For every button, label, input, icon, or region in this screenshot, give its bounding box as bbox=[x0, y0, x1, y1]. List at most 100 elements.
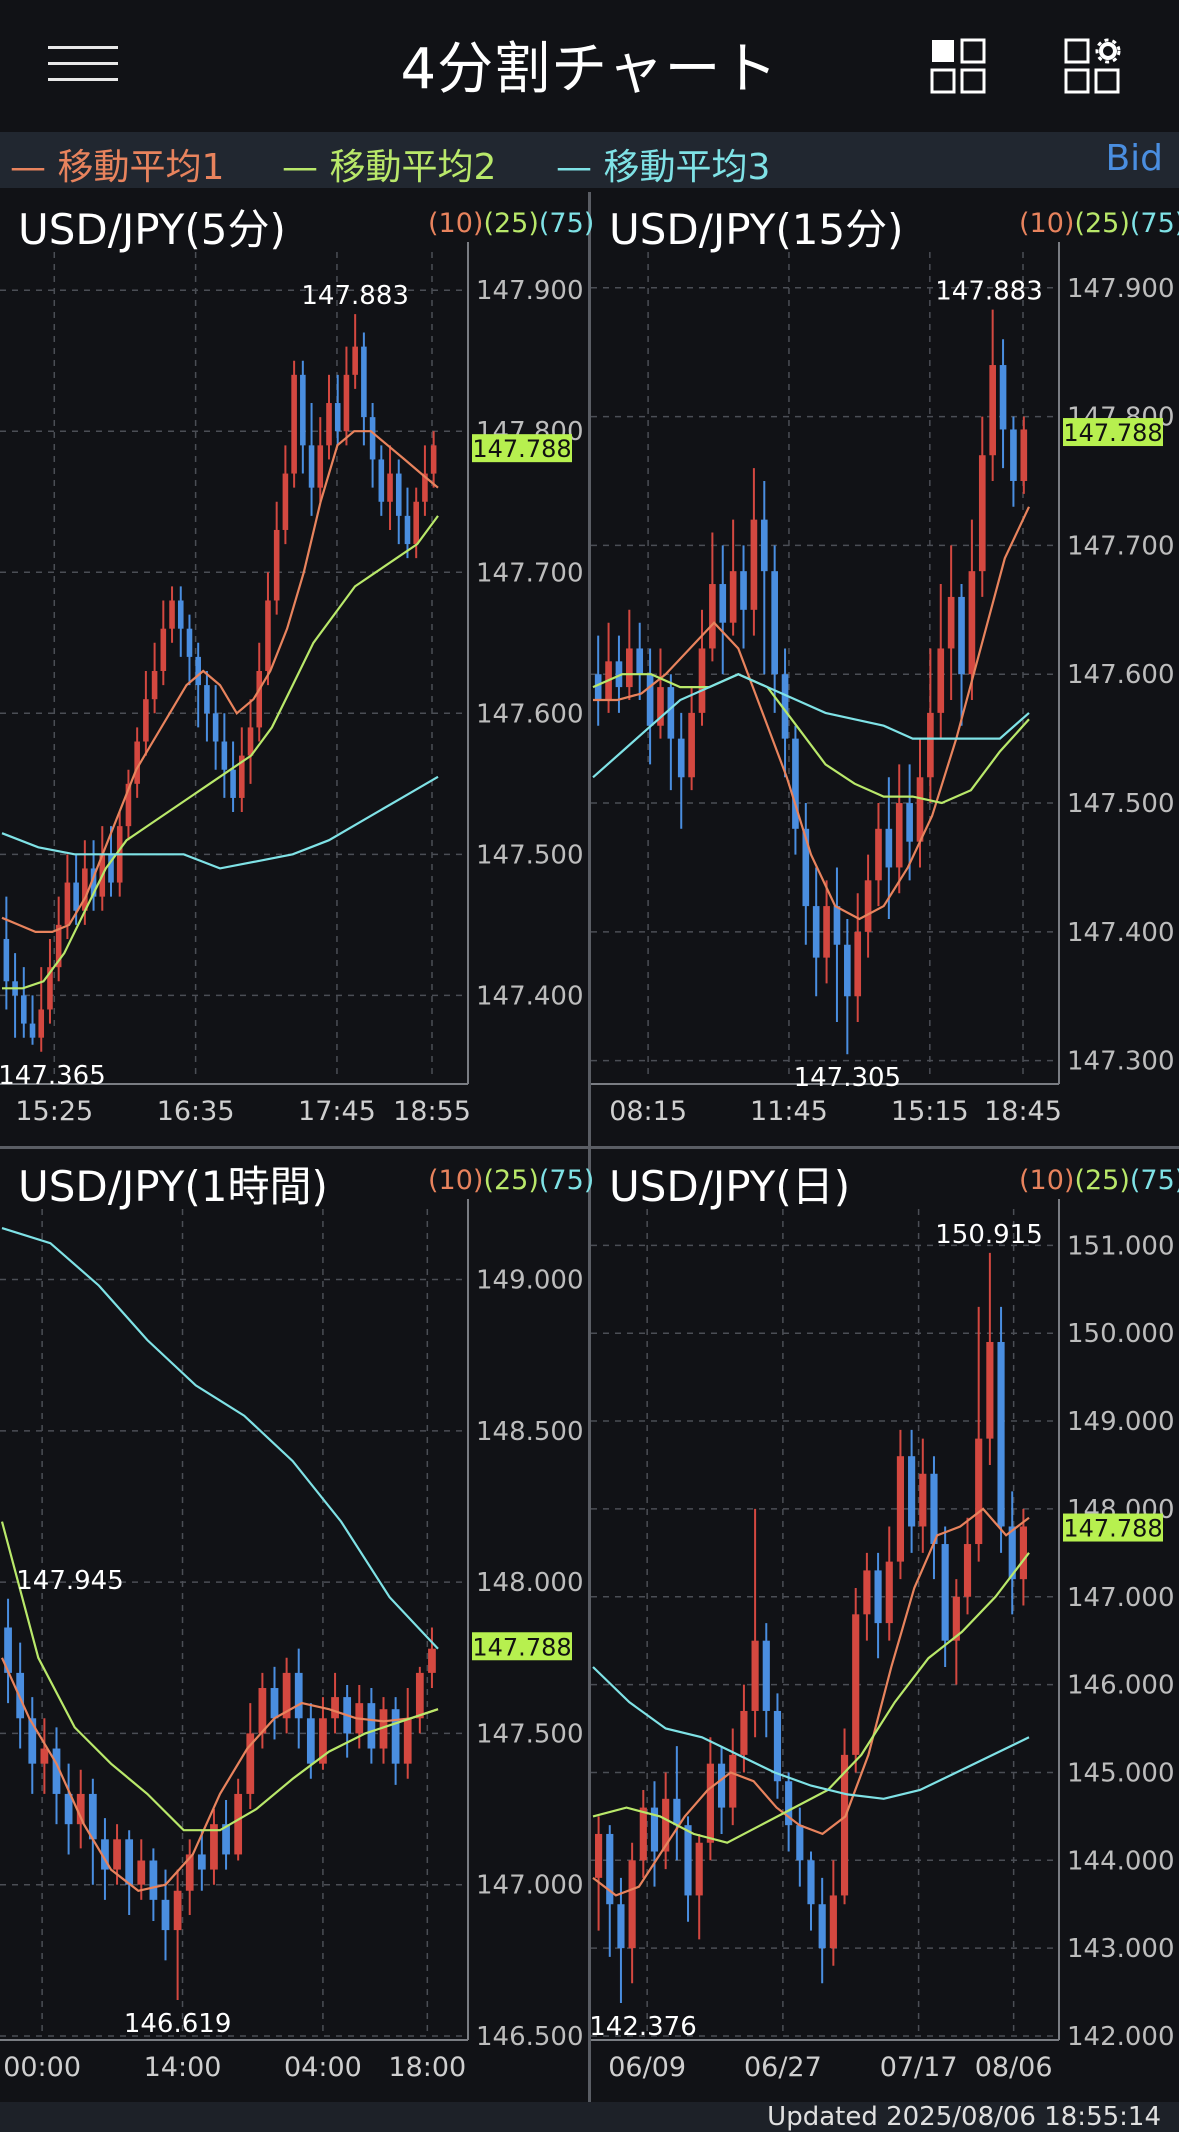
chart-5min: 147.900147.800147.700147.600147.500147.4… bbox=[0, 242, 584, 1127]
candle-body bbox=[90, 868, 97, 897]
legend-ma3: — 移動平均3 bbox=[556, 147, 771, 188]
y-tick-label: 148.500 bbox=[476, 1417, 584, 1447]
y-tick-label: 146.500 bbox=[476, 2022, 584, 2052]
legend-ma2: — 移動平均2 bbox=[282, 147, 497, 188]
moving-average-line bbox=[592, 672, 1030, 805]
x-tick-label: 15:25 bbox=[15, 1096, 93, 1127]
y-tick-label: 147.000 bbox=[1067, 1583, 1175, 1613]
candle-body bbox=[818, 1904, 826, 1949]
ma-periods: (10)(25)(75) bbox=[428, 1165, 595, 1196]
candle-body bbox=[896, 1456, 905, 1562]
candle-body bbox=[975, 1438, 983, 1545]
candle-body bbox=[729, 571, 737, 623]
candle-body bbox=[916, 777, 924, 842]
candle-body bbox=[88, 1793, 97, 1840]
candle-body bbox=[840, 1754, 849, 1896]
candle-body bbox=[185, 1854, 194, 1891]
candle-body bbox=[1008, 1526, 1016, 1580]
candle-body bbox=[379, 1709, 388, 1749]
candle-body bbox=[319, 1718, 327, 1764]
candle-body bbox=[270, 1688, 279, 1719]
candle-body bbox=[64, 1793, 73, 1825]
x-tick-label: 06/27 bbox=[744, 2052, 822, 2083]
x-tick-label: 08/06 bbox=[975, 2052, 1053, 2083]
candle-body bbox=[750, 519, 758, 610]
chart-daily: 151.000150.000149.000148.000147.000146.0… bbox=[591, 1199, 1175, 2083]
candle-body bbox=[852, 1614, 860, 1755]
candle-body bbox=[762, 1640, 770, 1711]
candle-body bbox=[210, 1824, 218, 1870]
candle-body bbox=[21, 995, 27, 1024]
candle-body bbox=[740, 1710, 748, 1755]
x-tick-label: 11:45 bbox=[750, 1096, 828, 1127]
candle-body bbox=[306, 1718, 315, 1764]
chart-panel-daily[interactable]: 151.000 150.000 149.000 148.000 147.000 146.0… bbox=[591, 1149, 1179, 2102]
candle-body bbox=[594, 674, 602, 700]
y-tick-label: 147.700 bbox=[476, 558, 584, 588]
ma-periods: (10)(25)(75) bbox=[1019, 208, 1179, 239]
current-price-label: 147.788 bbox=[472, 1633, 571, 1661]
candle-body bbox=[636, 648, 644, 675]
chart-title: USD/JPY(1時間) bbox=[18, 1162, 328, 1211]
chart-panel-1hour[interactable]: 149.000 148.500 148.000 147.500 147.000 146.5… bbox=[0, 1149, 594, 2102]
candle-body bbox=[160, 628, 167, 671]
candle-body bbox=[38, 1009, 45, 1038]
legend-ma1: — 移動平均1 bbox=[10, 147, 225, 188]
price-type-toggle[interactable]: Bid bbox=[1105, 138, 1163, 179]
candle-body bbox=[844, 944, 851, 997]
candle-body bbox=[367, 1703, 376, 1749]
candle-body bbox=[958, 596, 965, 675]
candle-body bbox=[908, 1456, 916, 1527]
candle-body bbox=[294, 1672, 303, 1719]
grid-layout-icon[interactable] bbox=[930, 38, 986, 94]
candle-body bbox=[823, 906, 830, 958]
low-label: 147.365 bbox=[0, 1061, 106, 1091]
candle-body bbox=[404, 515, 411, 545]
footer-bar bbox=[0, 2102, 1179, 2132]
candle-body bbox=[863, 1570, 871, 1615]
candle-body bbox=[221, 741, 228, 770]
candle-body bbox=[751, 1640, 759, 1711]
current-price-box bbox=[1063, 1513, 1163, 1542]
candle-body bbox=[796, 1825, 804, 1861]
candle-body bbox=[927, 712, 934, 778]
candle-body bbox=[919, 1473, 927, 1527]
candle-body bbox=[906, 803, 913, 842]
ma-periods: (10)(25)(75) bbox=[1019, 1165, 1179, 1196]
y-tick-label: 148.000 bbox=[476, 1568, 584, 1598]
updated-timestamp: Updated 2025/08/06 18:55:14 bbox=[767, 2102, 1161, 2132]
low-label: 142.376 bbox=[591, 2012, 697, 2042]
chart-panel-15min[interactable]: 147.900 147.800 147.700 147.600 147.500 147.4… bbox=[591, 192, 1179, 1146]
moving-average-line bbox=[592, 672, 1030, 779]
x-tick-label: 07/17 bbox=[880, 2052, 958, 2083]
candle-body bbox=[149, 1860, 158, 1900]
low-label: 147.305 bbox=[794, 1063, 902, 1093]
y-tick-label: 143.000 bbox=[1067, 1934, 1175, 1964]
chart-title: USD/JPY(15分) bbox=[609, 205, 904, 254]
candle-body bbox=[885, 828, 893, 868]
candle-body bbox=[378, 459, 385, 502]
candle-body bbox=[331, 1697, 339, 1719]
candle-body bbox=[161, 1899, 170, 1931]
candle-body bbox=[3, 938, 10, 982]
candle-body bbox=[698, 648, 706, 713]
moving-average-line bbox=[1, 1227, 439, 1650]
candle-body bbox=[650, 1807, 659, 1852]
candle-body bbox=[395, 473, 402, 516]
candle-body bbox=[807, 1860, 815, 1905]
current-price-box bbox=[472, 1632, 572, 1661]
chart-panel-5min[interactable]: 147.900 147.800 147.700 147.600 147.500 147.4… bbox=[0, 192, 594, 1146]
y-tick-label: 147.500 bbox=[476, 1719, 584, 1749]
candle-body bbox=[212, 713, 219, 742]
candle-body bbox=[1010, 429, 1017, 481]
candle-body bbox=[169, 600, 175, 629]
hamburger-icon[interactable] bbox=[40, 40, 126, 90]
y-tick-label: 149.000 bbox=[1067, 1407, 1175, 1437]
grid-settings-icon[interactable] bbox=[1064, 38, 1122, 94]
x-tick-label: 14:00 bbox=[144, 2052, 222, 2083]
candle-body bbox=[706, 1763, 714, 1843]
x-tick-label: 18:55 bbox=[393, 1096, 471, 1127]
high-label: 147.883 bbox=[935, 277, 1043, 307]
moving-average-line bbox=[0, 1657, 439, 1892]
candle-body bbox=[64, 882, 71, 925]
